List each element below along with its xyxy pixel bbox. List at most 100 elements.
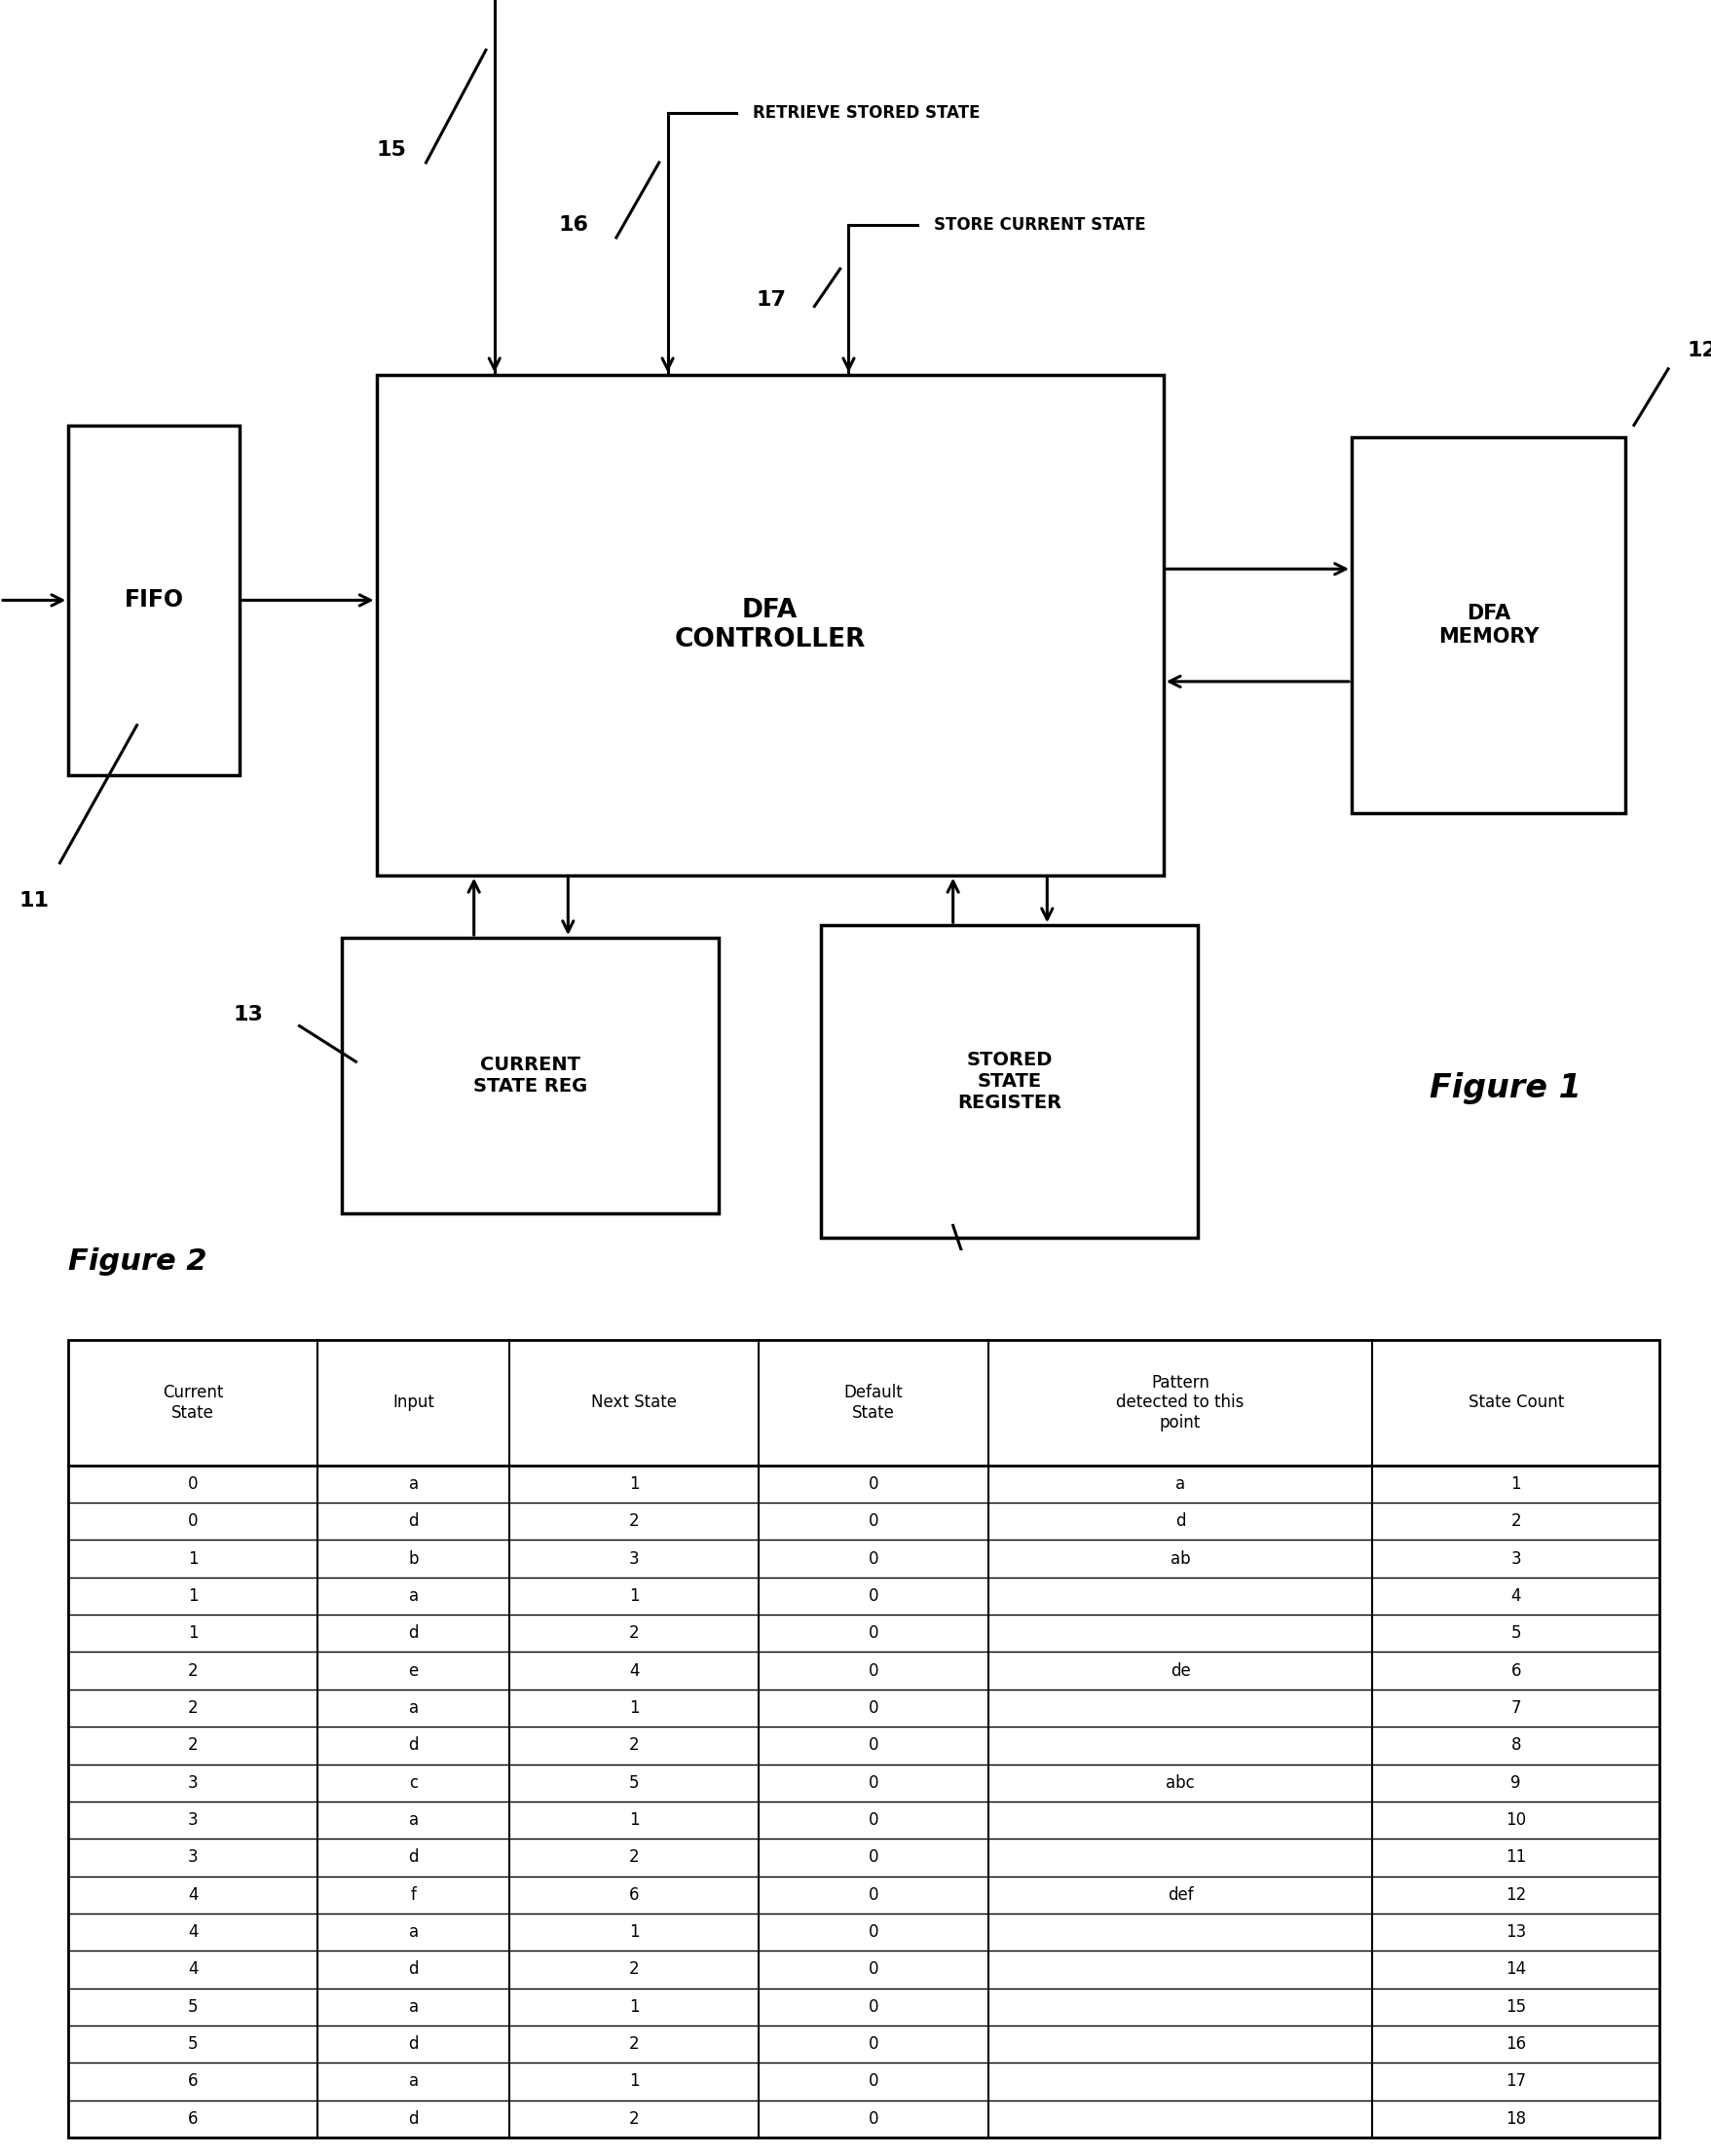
- Text: 0: 0: [869, 1960, 879, 1979]
- Text: 2: 2: [188, 1662, 198, 1680]
- Text: de: de: [1170, 1662, 1191, 1680]
- Text: 0: 0: [869, 1662, 879, 1680]
- Text: 15: 15: [376, 140, 407, 160]
- Text: 6: 6: [630, 1886, 640, 1904]
- Text: a: a: [409, 1475, 419, 1492]
- Bar: [821, 925, 1198, 1238]
- Text: 0: 0: [869, 1475, 879, 1492]
- Text: 12: 12: [1687, 341, 1711, 360]
- Text: 4: 4: [188, 1923, 198, 1940]
- Text: 1: 1: [1511, 1475, 1521, 1492]
- Text: 14: 14: [1506, 1960, 1526, 1979]
- Text: 2: 2: [630, 1626, 640, 1643]
- Text: 1: 1: [188, 1550, 198, 1567]
- Text: 6: 6: [1511, 1662, 1521, 1680]
- Text: 11: 11: [19, 890, 50, 910]
- Text: State Count: State Count: [1468, 1395, 1564, 1412]
- Text: Figure 2: Figure 2: [68, 1248, 207, 1276]
- Text: a: a: [409, 1923, 419, 1940]
- Text: b: b: [409, 1550, 419, 1567]
- Text: 12: 12: [1506, 1886, 1526, 1904]
- Text: 0: 0: [869, 1514, 879, 1531]
- Text: 1: 1: [630, 2072, 640, 2089]
- Text: 0: 0: [188, 1475, 198, 1492]
- Text: 0: 0: [869, 1774, 879, 1792]
- Text: Default
State: Default State: [844, 1384, 903, 1421]
- Bar: [376, 375, 1163, 875]
- Text: d: d: [409, 2035, 419, 2053]
- Bar: [68, 425, 240, 776]
- Text: 1: 1: [630, 1699, 640, 1716]
- Text: 5: 5: [188, 1999, 198, 2016]
- Text: 3: 3: [188, 1774, 198, 1792]
- Text: 0: 0: [869, 1626, 879, 1643]
- Text: d: d: [409, 1960, 419, 1979]
- Text: 8: 8: [1511, 1736, 1521, 1755]
- Text: 3: 3: [630, 1550, 640, 1567]
- Text: 15: 15: [1506, 1999, 1526, 2016]
- Text: 0: 0: [869, 2072, 879, 2089]
- Text: 14: 14: [994, 1365, 1025, 1386]
- Text: 1: 1: [630, 1587, 640, 1604]
- Text: ab: ab: [1170, 1550, 1191, 1567]
- Text: 6: 6: [188, 2072, 198, 2089]
- Text: 0: 0: [869, 1886, 879, 1904]
- Text: STORED
STATE
REGISTER: STORED STATE REGISTER: [958, 1050, 1061, 1112]
- Text: 2: 2: [630, 1960, 640, 1979]
- Text: 3: 3: [1511, 1550, 1521, 1567]
- Text: DFA
MEMORY: DFA MEMORY: [1439, 604, 1538, 647]
- Text: 1: 1: [630, 1475, 640, 1492]
- Bar: [1352, 438, 1625, 813]
- Text: 10: 10: [1506, 1811, 1526, 1828]
- Text: d: d: [409, 1736, 419, 1755]
- Text: 2: 2: [630, 2111, 640, 2128]
- Text: 1: 1: [630, 1923, 640, 1940]
- Text: Next State: Next State: [590, 1395, 678, 1412]
- Text: 1: 1: [630, 1999, 640, 2016]
- Text: d: d: [409, 2111, 419, 2128]
- Text: abc: abc: [1165, 1774, 1194, 1792]
- Text: 5: 5: [188, 2035, 198, 2053]
- Text: 2: 2: [630, 2035, 640, 2053]
- Text: d: d: [1175, 1514, 1186, 1531]
- Text: 4: 4: [630, 1662, 640, 1680]
- Text: DFA
CONTROLLER: DFA CONTROLLER: [674, 597, 866, 653]
- Text: 1: 1: [188, 1587, 198, 1604]
- Text: 2: 2: [630, 1848, 640, 1867]
- Text: 2: 2: [630, 1736, 640, 1755]
- Text: 9: 9: [1511, 1774, 1521, 1792]
- Text: 3: 3: [188, 1811, 198, 1828]
- Text: Current
State: Current State: [163, 1384, 224, 1421]
- Text: 4: 4: [1511, 1587, 1521, 1604]
- Text: 0: 0: [869, 1736, 879, 1755]
- Text: 16: 16: [558, 216, 589, 235]
- Text: a: a: [1175, 1475, 1186, 1492]
- Text: 0: 0: [869, 1587, 879, 1604]
- Text: 4: 4: [188, 1960, 198, 1979]
- Text: RETRIEVE STORED STATE: RETRIEVE STORED STATE: [753, 103, 980, 121]
- Text: d: d: [409, 1626, 419, 1643]
- Text: 0: 0: [188, 1514, 198, 1531]
- Text: 17: 17: [756, 291, 787, 310]
- Text: 13: 13: [233, 1005, 263, 1024]
- Text: 0: 0: [869, 2035, 879, 2053]
- Text: 2: 2: [1511, 1514, 1521, 1531]
- Text: def: def: [1167, 1886, 1193, 1904]
- Text: 0: 0: [869, 1848, 879, 1867]
- Text: 4: 4: [188, 1886, 198, 1904]
- Text: 5: 5: [630, 1774, 640, 1792]
- Text: STORE CURRENT STATE: STORE CURRENT STATE: [934, 216, 1146, 233]
- Text: 2: 2: [188, 1736, 198, 1755]
- Text: 2: 2: [630, 1514, 640, 1531]
- Text: FIFO: FIFO: [125, 589, 183, 612]
- Text: 0: 0: [869, 1699, 879, 1716]
- Text: d: d: [409, 1848, 419, 1867]
- Text: 1: 1: [630, 1811, 640, 1828]
- Text: 0: 0: [869, 1923, 879, 1940]
- Text: 0: 0: [869, 2111, 879, 2128]
- Text: e: e: [409, 1662, 419, 1680]
- Text: 11: 11: [1506, 1848, 1526, 1867]
- Text: 7: 7: [1511, 1699, 1521, 1716]
- Text: 0: 0: [869, 1811, 879, 1828]
- Text: 0: 0: [869, 1999, 879, 2016]
